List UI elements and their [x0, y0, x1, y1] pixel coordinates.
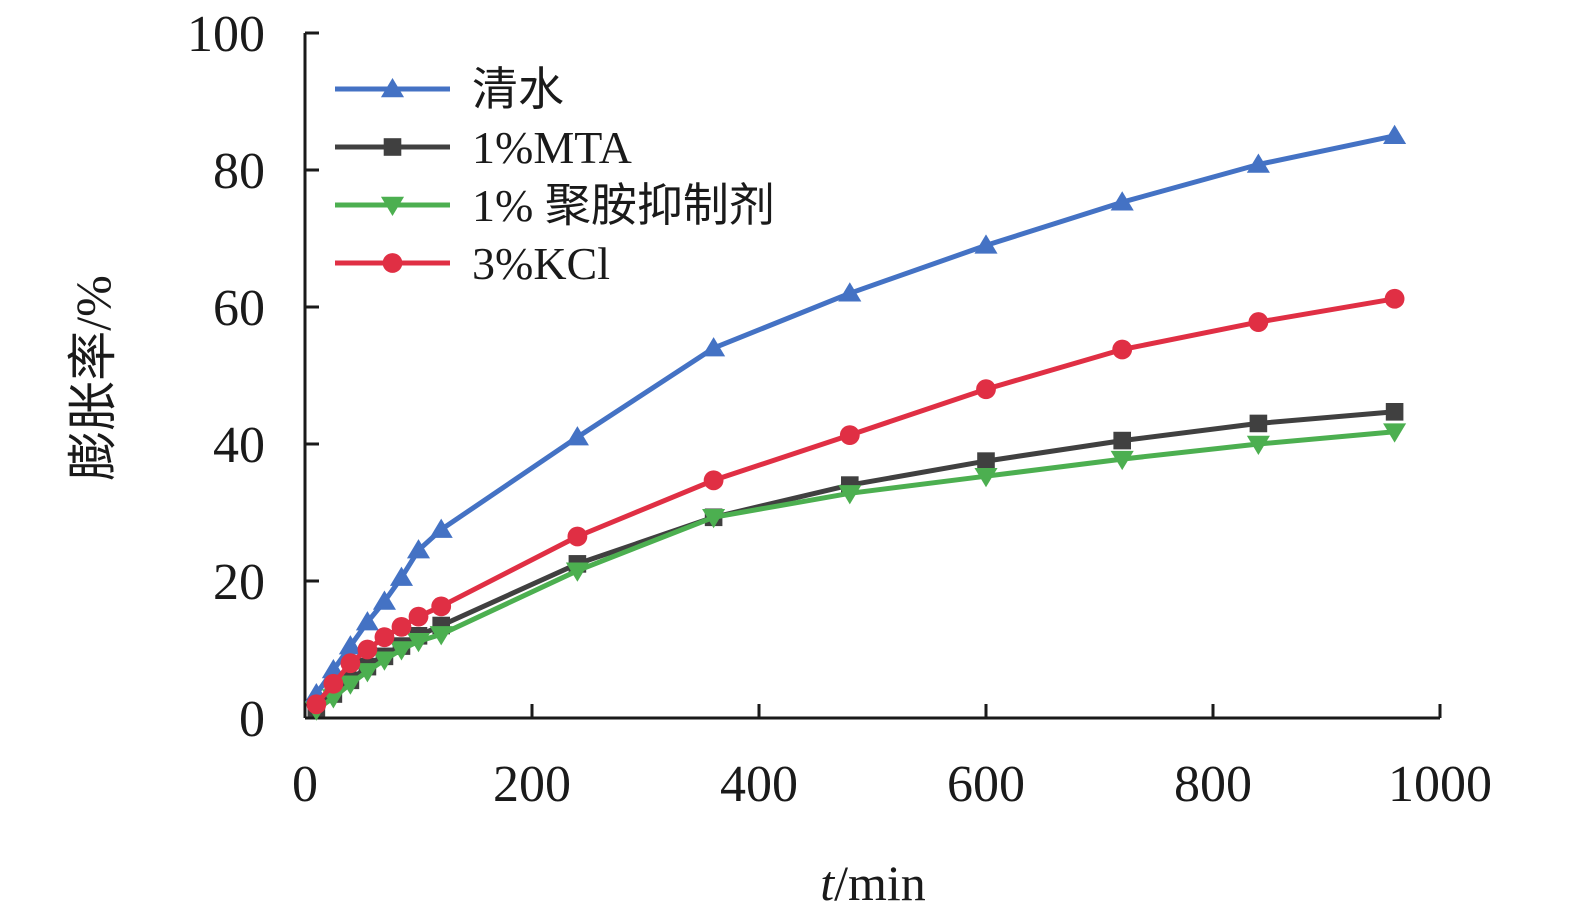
data-point — [1113, 431, 1131, 450]
data-point — [406, 633, 431, 653]
data-point — [1110, 191, 1134, 211]
data-point — [406, 539, 431, 559]
data-point — [1112, 339, 1133, 360]
data-point — [1246, 435, 1270, 455]
legend-item: 1%MTA — [335, 122, 632, 173]
data-point — [702, 337, 726, 357]
data-point — [389, 566, 414, 586]
x-axis-title: t/min — [820, 855, 926, 911]
x-tick-label: 0 — [292, 756, 318, 813]
data-point — [355, 611, 379, 631]
x-tick-label: 1000 — [1388, 756, 1492, 813]
data-point — [1383, 423, 1407, 443]
legend-item: 3%KCl — [335, 238, 610, 289]
data-point — [429, 518, 453, 538]
data-point — [355, 663, 379, 683]
data-point — [1249, 414, 1268, 433]
data-point — [839, 425, 860, 445]
x-axis-title-unit: /min — [834, 855, 926, 911]
data-point — [976, 379, 996, 400]
y-tick-label: 20 — [213, 554, 265, 611]
data-point — [429, 626, 453, 646]
data-point — [408, 606, 429, 627]
legend: 清水 1%MTA 1% 聚胺抑制剂 3%KCl — [335, 64, 775, 289]
legend-label: 1% 聚胺抑制剂 — [472, 180, 775, 231]
data-point — [340, 653, 361, 674]
data-point — [372, 651, 396, 671]
data-point — [1384, 288, 1405, 309]
legend-marker — [380, 196, 405, 216]
x-tick-label: 800 — [1174, 756, 1252, 813]
data-point — [838, 485, 862, 505]
data-point — [565, 562, 589, 582]
legend-marker — [382, 253, 403, 273]
legend-label: 1%MTA — [472, 122, 632, 173]
y-tick-label: 60 — [213, 280, 265, 337]
series-1 — [307, 403, 1404, 717]
y-tick-label: 40 — [213, 417, 265, 474]
series-3 — [306, 288, 1405, 715]
x-tick-label: 600 — [947, 756, 1025, 813]
legend-label: 3%KCl — [472, 238, 610, 289]
data-point — [567, 526, 588, 547]
data-point — [357, 639, 378, 660]
x-tick-label: 200 — [493, 756, 571, 813]
data-point — [1110, 450, 1134, 471]
data-point — [1385, 403, 1404, 421]
legend-marker — [383, 138, 402, 156]
data-point — [1246, 153, 1270, 173]
y-tick-label: 0 — [239, 691, 265, 748]
legend-item: 1% 聚胺抑制剂 — [335, 180, 775, 231]
legend-item: 清水 — [335, 64, 564, 115]
data-point — [306, 694, 327, 715]
data-point — [389, 641, 414, 661]
data-point — [372, 590, 396, 610]
data-point — [977, 452, 995, 470]
series-0 — [304, 124, 1407, 703]
x-axis-title-italic: t — [820, 855, 835, 911]
data-point — [323, 673, 344, 694]
legend-marker — [380, 78, 405, 98]
data-point — [1248, 312, 1269, 332]
data-point — [374, 627, 395, 648]
series-line — [313, 409, 1398, 711]
legend-label: 清水 — [472, 64, 564, 115]
data-point — [1383, 124, 1407, 144]
series-line — [313, 429, 1398, 713]
data-point — [974, 234, 998, 254]
data-point — [702, 509, 726, 529]
y-tick-label: 80 — [213, 143, 265, 200]
data-point — [565, 426, 589, 446]
data-point — [391, 616, 412, 637]
y-tick-label: 100 — [187, 6, 265, 63]
x-tick-label: 400 — [720, 756, 798, 813]
data-point — [838, 282, 862, 302]
data-point — [431, 596, 452, 617]
data-point — [974, 467, 998, 488]
data-point — [338, 635, 362, 655]
series-2 — [304, 423, 1407, 721]
data-point — [338, 675, 362, 695]
y-axis-title: 膨胀率/% — [65, 275, 121, 481]
data-point — [703, 470, 724, 491]
series-layer — [304, 124, 1407, 721]
